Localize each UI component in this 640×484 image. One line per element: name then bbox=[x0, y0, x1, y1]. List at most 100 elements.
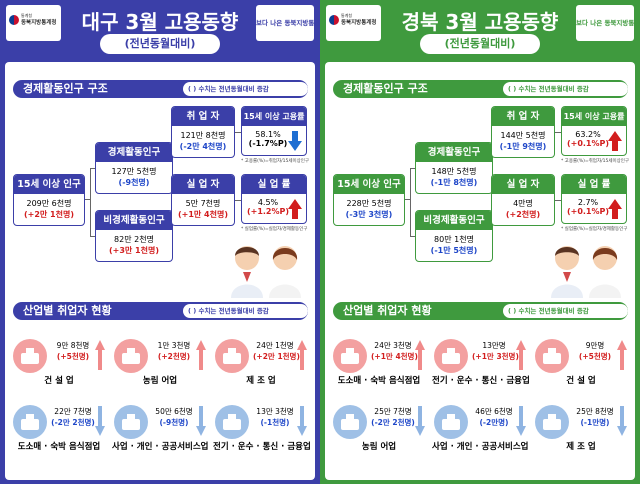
emp-rate-value: 63.2% bbox=[575, 130, 601, 139]
industry-header: 산업별 취업자 현황 ( ) 수치는 전년동월대비 증감 bbox=[333, 302, 628, 320]
industry-value: 22만 7천명 bbox=[54, 407, 92, 416]
logo-sub-text: 통계청 bbox=[341, 13, 353, 18]
inactive-label: 비경제활동인구 bbox=[416, 211, 492, 230]
industry-pictogram-icon bbox=[442, 414, 460, 430]
industry-values: 25만 7천명 (-2만 2천명) bbox=[371, 406, 415, 428]
industry-change: (-9천명) bbox=[159, 418, 189, 427]
industry-values: 13만 3천명 (-1천명) bbox=[253, 406, 297, 428]
inactive-value: 82만 2천명 bbox=[114, 235, 154, 244]
industry-item: 9만명 (+5천명) 건 설 업 bbox=[533, 336, 629, 386]
emp-rate-value: 58.1% bbox=[255, 130, 281, 139]
arrow-up-icon bbox=[297, 340, 307, 370]
arrow-up-icon bbox=[516, 340, 526, 370]
industry-values: 24만 3천명 (+1만 4천명) bbox=[371, 340, 418, 362]
gyeongbuk-panel: 통계청 동북지방통계청 경북 3월 고용동향 (전년동월대비) 보다 나은 동북… bbox=[320, 0, 640, 484]
econ-active-value: 127만 5천명 bbox=[111, 167, 157, 176]
industry-label: 제 조 업 bbox=[566, 442, 596, 452]
econ-active-change: (-1만 8천명) bbox=[430, 178, 478, 187]
arrow-up-icon bbox=[95, 340, 105, 370]
page-title: 경북 3월 고용동향 bbox=[401, 10, 559, 34]
industry-icon bbox=[13, 339, 47, 373]
industry-label: 도소매 · 숙박 음식점업 bbox=[337, 376, 421, 386]
employed-change: (-1만 9천명) bbox=[499, 142, 547, 151]
logo-main-text: 동북지방통계청 bbox=[341, 20, 377, 26]
industry-item: 9만 8천명 (+5천명) 건 설 업 bbox=[11, 336, 107, 386]
unemployed-value: 4만명 bbox=[513, 199, 533, 208]
industry-value: 25만 7천명 bbox=[374, 407, 412, 416]
unemployed-label: 실 업 자 bbox=[172, 175, 234, 194]
industry-icon bbox=[13, 405, 47, 439]
arrow-up-icon bbox=[608, 199, 622, 219]
industry-icon bbox=[434, 405, 468, 439]
government-emblem-icon bbox=[329, 15, 339, 25]
connector bbox=[405, 199, 410, 200]
econ-active-label: 경제활동인구 bbox=[416, 143, 492, 162]
industry-change: (+2천명) bbox=[157, 352, 191, 361]
logo-main-text: 동북지방통계청 bbox=[21, 20, 57, 26]
inactive-box: 비경제활동인구 80만 1천명 (-1만 5천명) bbox=[415, 210, 493, 262]
structure-title: 경제활동인구 구조 bbox=[343, 82, 428, 95]
econ-active-change: (-9천명) bbox=[118, 178, 150, 187]
statistics-logo: 통계청 동북지방통계청 bbox=[326, 5, 381, 41]
econ-active-label: 경제활동인구 bbox=[96, 143, 172, 162]
industry-item: 22만 7천명 (-2만 2천명) 도소매 · 숙박 음식점업 bbox=[11, 402, 107, 452]
industry-pictogram-icon bbox=[122, 414, 140, 430]
industry-value: 13만명 bbox=[482, 341, 506, 350]
industry-note: ( ) 수치는 전년동월대비 증감 bbox=[503, 304, 628, 318]
page-subtitle: (전년동월대비) bbox=[100, 34, 220, 54]
connector bbox=[173, 132, 174, 200]
industry-pictogram-icon bbox=[543, 414, 561, 430]
industry-icon bbox=[535, 405, 569, 439]
connector bbox=[410, 168, 415, 169]
connector bbox=[235, 132, 241, 133]
industry-label: 전기 · 운수 · 통신 · 금융업 bbox=[432, 376, 530, 386]
arrow-up-icon bbox=[617, 340, 627, 370]
unemp-rate-box: 실 업 률 2.7% (+0.1%P) bbox=[561, 174, 627, 224]
arrow-down-icon bbox=[196, 406, 206, 436]
unemp-rate-value: 4.5% bbox=[257, 198, 279, 207]
unemp-rate-value: 2.7% bbox=[577, 198, 599, 207]
logo-sub-text: 통계청 bbox=[21, 13, 33, 18]
industry-values: 46만 6천명 (-2만명) bbox=[472, 406, 516, 428]
inactive-change: (+3만 1천명) bbox=[108, 246, 159, 255]
industry-label: 건 설 업 bbox=[44, 376, 74, 386]
industry-item: 13만명 (+1만 3천명) 전기 · 운수 · 통신 · 금융업 bbox=[432, 336, 530, 386]
arrow-up-icon bbox=[288, 199, 302, 219]
industry-label: 제 조 업 bbox=[246, 376, 276, 386]
employed-box: 취 업 자 121만 8천명 (-2만 4천명) bbox=[171, 106, 235, 158]
content-sheet: 경제활동인구 구조 ( ) 수치는 전년동월대비 증감 15세 이상 인구 20… bbox=[5, 62, 315, 480]
industry-value: 50만 6천명 bbox=[155, 407, 193, 416]
industry-pictogram-icon bbox=[223, 414, 241, 430]
unemp-rate-label: 실 업 률 bbox=[562, 175, 626, 194]
industry-value: 46만 6천명 bbox=[475, 407, 513, 416]
industry-change: (+5천명) bbox=[56, 352, 90, 361]
arrow-down-icon bbox=[415, 406, 425, 436]
content-sheet: 경제활동인구 구조 ( ) 수치는 전년동월대비 증감 15세 이상 인구 22… bbox=[325, 62, 635, 480]
connector bbox=[90, 168, 91, 236]
econ-active-box: 경제활동인구 148만 5천명 (-1만 8천명) bbox=[415, 142, 493, 194]
industry-value: 24만 3천명 bbox=[374, 341, 412, 350]
emp-rate-change: (+0.1%P) bbox=[566, 139, 610, 148]
connector bbox=[235, 200, 241, 201]
industry-item: 1만 3천명 (+2천명) 농림 어업 bbox=[112, 336, 208, 386]
inactive-change: (-1만 5천명) bbox=[430, 246, 478, 255]
industry-title: 산업별 취업자 현황 bbox=[23, 304, 112, 317]
industry-values: 13만명 (+1만 3천명) bbox=[472, 340, 519, 362]
employed-value: 121만 8천명 bbox=[180, 131, 226, 140]
arrow-down-icon bbox=[288, 131, 302, 151]
industry-item: 50만 6천명 (-9천명) 사업 · 개인 · 공공서비스업 bbox=[112, 402, 209, 452]
connector bbox=[410, 168, 411, 236]
unemployed-label: 실 업 자 bbox=[492, 175, 554, 194]
unemp-rate-footnote: * 실업률(%)=실업자/경제활동인구 bbox=[561, 227, 628, 232]
industry-change: (-1천명) bbox=[260, 418, 290, 427]
emp-rate-label: 15세 이상 고용률 bbox=[562, 107, 626, 126]
arrow-down-icon bbox=[297, 406, 307, 436]
industry-change: (+1만 3천명) bbox=[472, 352, 519, 361]
industry-values: 24만 1천명 (+2만 1천명) bbox=[253, 340, 300, 362]
pop15-label: 15세 이상 인구 bbox=[334, 175, 404, 194]
arrow-down-icon bbox=[516, 406, 526, 436]
industry-header: 산업별 취업자 현황 ( ) 수치는 전년동월대비 증감 bbox=[13, 302, 308, 320]
emp-rate-box: 15세 이상 고용률 63.2% (+0.1%P) bbox=[561, 106, 627, 156]
industry-change: (+1만 4천명) bbox=[371, 352, 418, 361]
daegu-panel: 통계청 동북지방통계청 대구 3월 고용동향 (전년동월대비) 보다 나은 동북… bbox=[0, 0, 320, 484]
